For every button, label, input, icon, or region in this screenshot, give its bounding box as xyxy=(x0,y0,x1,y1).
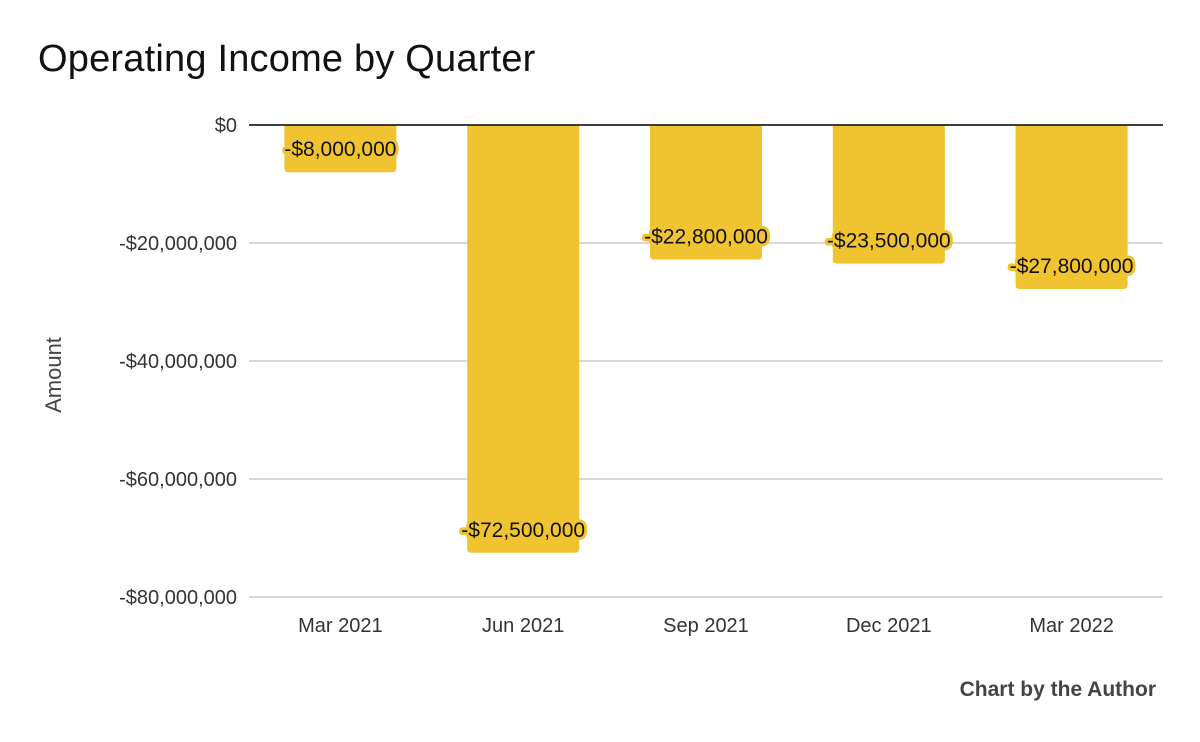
data-label: -$23,500,000 xyxy=(827,230,951,253)
data-label: -$27,800,000 xyxy=(1010,255,1134,278)
data-label: -$8,000,000 xyxy=(284,138,396,161)
bar xyxy=(832,125,945,264)
x-tick-label: Jun 2021 xyxy=(482,615,564,637)
y-tick-label: -$20,000,000 xyxy=(119,233,237,255)
bar xyxy=(650,125,762,260)
bars xyxy=(284,125,1128,553)
bar xyxy=(284,125,397,173)
gridlines xyxy=(249,242,1163,598)
chart-credit: Chart by the Author xyxy=(959,678,1156,701)
x-tick-label: Mar 2021 xyxy=(298,615,383,637)
y-tick-label: -$60,000,000 xyxy=(119,469,237,491)
y-tick-labels: $0 -$20,000,000 -$40,000,000 -$60,000,000 -$… xyxy=(119,115,237,609)
chart-title: Operating Income by Quarter xyxy=(38,38,536,80)
x-tick-labels: Mar 2021 Jun 2021 Sep 2021 Dec 2021 Mar 2022 xyxy=(298,615,1114,637)
bar xyxy=(467,125,580,553)
data-label: -$22,800,000 xyxy=(644,226,768,249)
x-tick-label: Mar 2022 xyxy=(1029,615,1114,637)
y-tick-label: -$40,000,000 xyxy=(119,351,237,373)
y-tick-label: $0 xyxy=(215,115,237,137)
data-labels: -$8,000,000 -$72,500,000 -$22,800,000 -$23,… xyxy=(281,135,1136,545)
y-axis-title: Amount xyxy=(41,337,66,413)
y-tick-label: -$80,000,000 xyxy=(119,587,237,609)
bar xyxy=(1015,125,1128,290)
x-tick-label: Sep 2021 xyxy=(663,615,749,637)
x-tick-label: Dec 2021 xyxy=(846,615,932,637)
data-label: -$72,500,000 xyxy=(461,519,585,542)
